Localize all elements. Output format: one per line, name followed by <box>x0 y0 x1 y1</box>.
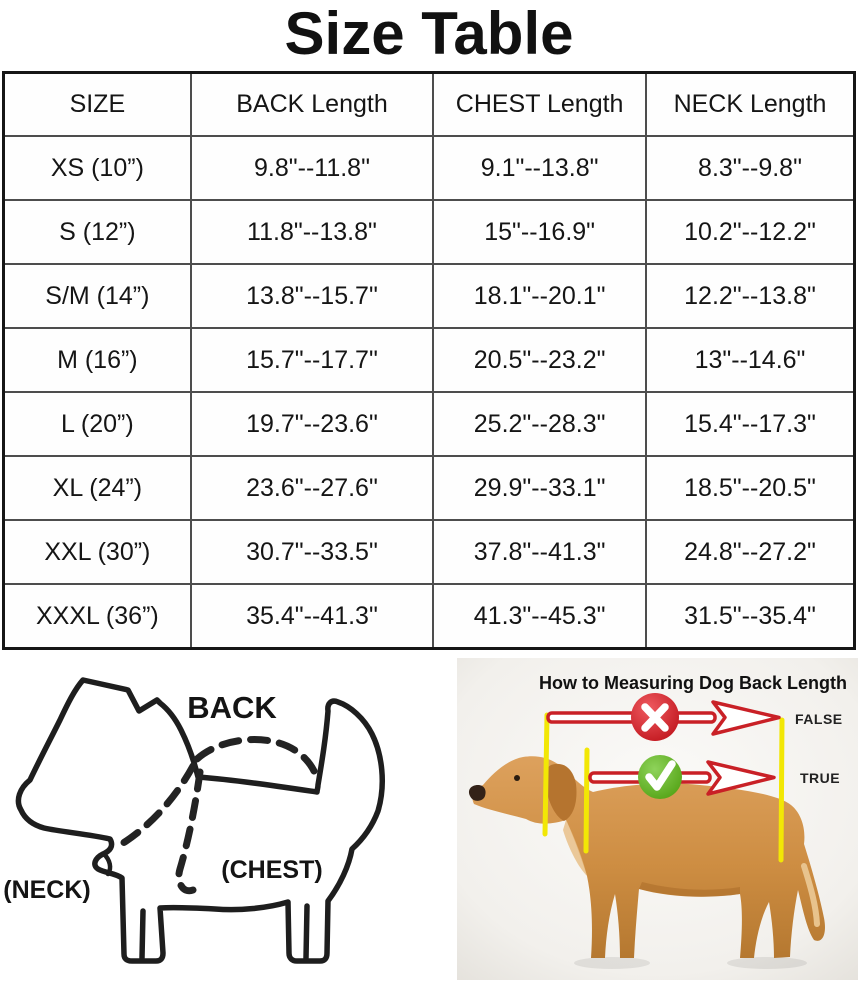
measurement-cell: 20.5"--23.2" <box>432 327 647 393</box>
neck-measure-dash <box>116 762 197 849</box>
true-label: TRUE <box>800 770 840 786</box>
measure-line-tail <box>778 717 785 863</box>
shadow <box>574 957 650 969</box>
measurement-cell: 15"--16.9" <box>432 199 647 265</box>
size-cell: XL (24”) <box>2 455 192 521</box>
chest-label: (CHEST) <box>221 856 322 884</box>
measurement-cell: 37.8"--41.3" <box>432 519 647 585</box>
back-measure-dash <box>193 736 318 775</box>
measurement-cell: 9.8"--11.8" <box>189 135 435 201</box>
measurement-cell: 13.8"--15.7" <box>189 263 435 329</box>
measurement-cell: 30.7"--33.5" <box>189 519 435 585</box>
size-cell: S (12”) <box>2 199 192 265</box>
page-title: Size Table <box>284 0 574 67</box>
measurement-cell: 19.7"--23.6" <box>189 391 435 457</box>
measurement-cell: 35.4"--41.3" <box>189 583 435 650</box>
measurement-cell: 11.8"--13.8" <box>189 199 435 265</box>
measurement-cell: 15.4"--17.3" <box>645 391 856 457</box>
measurement-dashed-lines <box>116 736 318 895</box>
back-label: BACK <box>187 690 277 725</box>
size-cell: M (16”) <box>2 327 192 393</box>
size-cell: XXXL (36”) <box>2 583 192 650</box>
photo-title: How to Measuring Dog Back Length <box>539 673 847 693</box>
column-header: BACK Length <box>189 71 435 137</box>
shadow <box>727 957 807 969</box>
x-icon <box>631 693 679 741</box>
measurement-cell: 10.2"--12.2" <box>645 199 856 265</box>
table-row: XXXL (36”) 35.4"--41.3" 41.3"--45.3" 31.5"-… <box>2 583 856 650</box>
measurement-cell: 29.9"--33.1" <box>432 455 647 521</box>
chest-measure-dash <box>175 768 204 895</box>
table-header-row: SIZE BACK Length CHEST Length NECK Length <box>2 71 856 137</box>
table-row: XL (24”) 23.6"--27.6" 29.9"--33.1" 18.5"--2… <box>2 455 856 521</box>
measurement-cell: 15.7"--17.7" <box>189 327 435 393</box>
size-table-header: SIZE BACK Length CHEST Length NECK Length <box>2 71 856 137</box>
false-label: FALSE <box>795 711 843 727</box>
table-row: XS (10”) 9.8"--11.8" 9.1"--13.8" 8.3"--9.8" <box>2 135 856 201</box>
size-cell: XS (10”) <box>2 135 192 201</box>
dog-measurement-line-diagram: BACK (CHEST) (NECK) <box>3 677 385 964</box>
golden-retriever-photo-dog <box>468 756 825 958</box>
check-icon <box>638 755 682 799</box>
measurement-guide-section: BACK (CHEST) (NECK) <box>0 658 858 983</box>
measurement-cell: 8.3"--9.8" <box>645 135 856 201</box>
measurement-cell: 12.2"--13.8" <box>645 263 856 329</box>
size-table: SIZE BACK Length CHEST Length NECK Length X… <box>2 71 856 650</box>
neck-label: (NECK) <box>3 876 91 904</box>
dog-back-length-photo: How to Measuring Dog Back Length FALSE T… <box>457 658 858 980</box>
measurement-cell: 41.3"--45.3" <box>432 583 647 650</box>
size-cell: L (20”) <box>2 391 192 457</box>
measurement-cell: 24.8"--27.2" <box>645 519 856 585</box>
measurement-cell: 13"--14.6" <box>645 327 856 393</box>
measure-lines <box>542 712 785 863</box>
table-row: S/M (14”) 13.8"--15.7" 18.1"--20.1" 12.2"--… <box>2 263 856 329</box>
measurement-cell: 9.1"--13.8" <box>432 135 647 201</box>
dog-outline-drawing <box>15 677 385 964</box>
measurement-cell: 23.6"--27.6" <box>189 455 435 521</box>
measure-line-neck <box>583 747 590 854</box>
measurement-cell: 31.5"--35.4" <box>645 583 856 650</box>
table-row: L (20”) 19.7"--23.6" 25.2"--28.3" 15.4"--17… <box>2 391 856 457</box>
column-header: SIZE <box>2 71 192 137</box>
table-row: S (12”) 11.8"--13.8" 15"--16.9" 10.2"--12.2… <box>2 199 856 265</box>
column-header: NECK Length <box>645 71 856 137</box>
measurement-cell: 18.1"--20.1" <box>432 263 647 329</box>
size-table-body: XS (10”) 9.8"--11.8" 9.1"--13.8" 8.3"--9.8"… <box>2 135 856 650</box>
table-row: XXL (30”) 30.7"--33.5" 37.8"--41.3" 24.8"--… <box>2 519 856 585</box>
size-cell: S/M (14”) <box>2 263 192 329</box>
measurement-cell: 25.2"--28.3" <box>432 391 647 457</box>
column-header: CHEST Length <box>432 71 647 137</box>
measure-line-head <box>542 712 550 837</box>
measurement-cell: 18.5"--20.5" <box>645 455 856 521</box>
size-cell: XXL (30”) <box>2 519 192 585</box>
table-row: M (16”) 15.7"--17.7" 20.5"--23.2" 13"--14.6… <box>2 327 856 393</box>
